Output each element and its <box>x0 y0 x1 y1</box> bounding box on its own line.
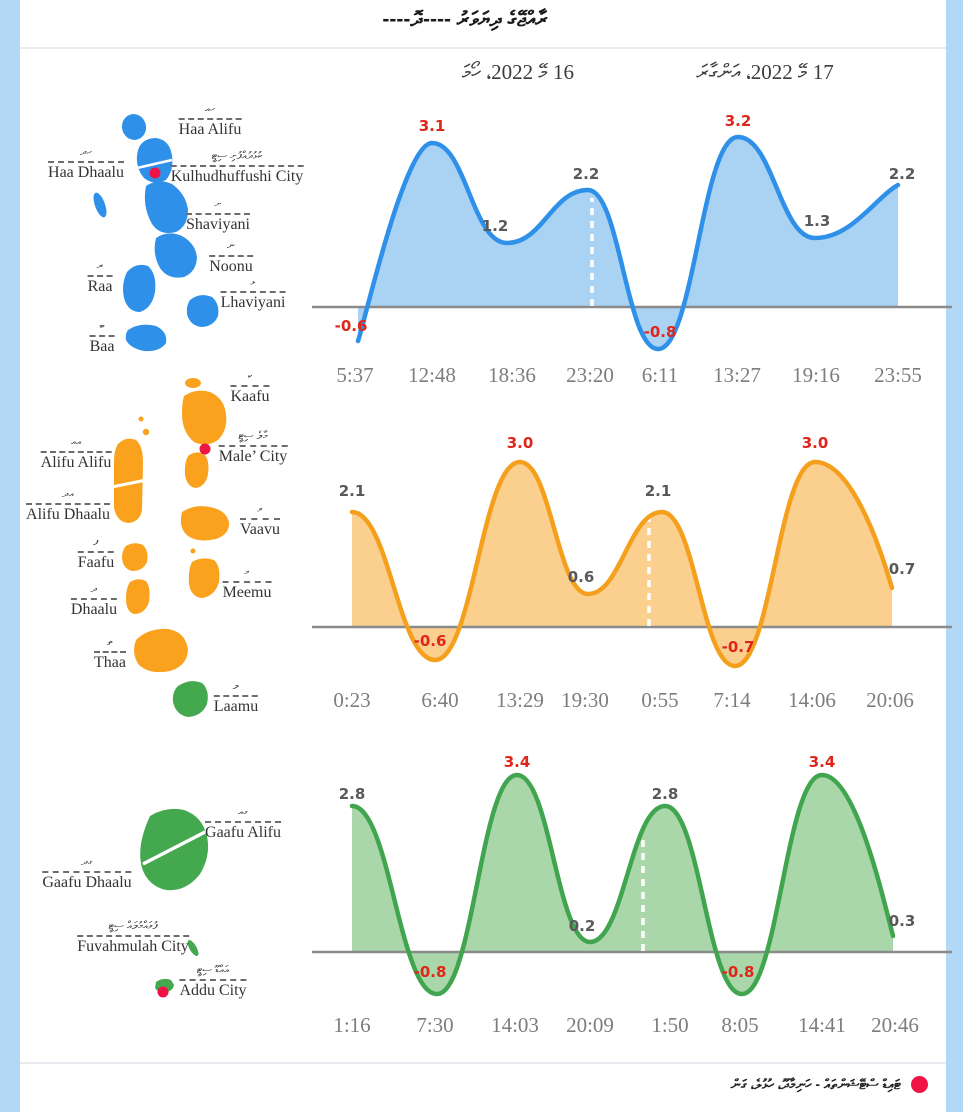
tide-value: 3.2 <box>724 112 752 130</box>
tide-value: 2.1 <box>644 482 672 500</box>
label-gaafu-alifu: ގއ Gaafu Alifu <box>205 806 281 841</box>
date-header-day2: 17 މޭ 2022، އަންގާރަ <box>696 60 834 84</box>
map-north <box>93 114 219 352</box>
tide-time: 20:06 <box>866 688 914 712</box>
tide-value: -0.8 <box>413 963 447 981</box>
right-frame-strip <box>946 0 963 1112</box>
tide-value: 2.8 <box>338 785 366 803</box>
tide-value: 3.0 <box>801 434 829 452</box>
tide-time: 23:20 <box>566 363 614 387</box>
tide-chart-central: 2.1 -0.6 3.0 0.6 2.1 -0.7 3.0 0.7 0:23 6… <box>310 420 958 720</box>
tide-time: 18:36 <box>488 363 536 387</box>
label-shaviyani: ށ Shaviyani <box>186 198 250 233</box>
tide-time: 19:30 <box>561 688 609 712</box>
tide-curve-north <box>312 134 952 352</box>
tide-value: 0.3 <box>888 912 916 930</box>
label-faafu: ފ Faafu <box>77 536 115 571</box>
station-dot-addu <box>157 986 169 998</box>
tide-value: -0.6 <box>413 632 447 650</box>
tide-station-dots <box>149 167 211 998</box>
station-dot-kulhudhuffushi <box>149 167 161 179</box>
atoll-maps <box>93 114 230 998</box>
tide-value: 0.6 <box>567 568 595 586</box>
date-header-day1: 16 މޭ 2022، ހޯމަ <box>461 60 575 84</box>
label-dhaalu: ދ Dhaalu <box>70 583 118 618</box>
tide-time: 13:29 <box>496 688 544 712</box>
tide-curve-south <box>312 772 952 997</box>
tide-value: 0.2 <box>568 917 596 935</box>
label-haa-alifu: ހއ Haa Alifu <box>178 103 242 138</box>
tide-value: 0.7 <box>888 560 916 578</box>
label-gaafu-dhaalu: ގދ Gaafu Dhaalu <box>42 856 132 891</box>
label-vaavu: ވ Vaavu <box>240 503 280 538</box>
tide-time: 20:46 <box>871 1013 919 1037</box>
label-fuvahmulah-city: ފުވައްމުލައް ސިޓީ Fuvahmulah City <box>77 920 189 955</box>
tide-chart-north: -0.6 3.1 1.2 2.2 -0.8 3.2 1.3 2.2 5:37 1… <box>310 95 958 395</box>
label-kaafu: ކ Kaafu <box>230 370 270 405</box>
tide-time: 0:23 <box>333 688 371 712</box>
left-frame-strip <box>0 0 20 1112</box>
label-noonu: ނ Noonu <box>209 240 253 275</box>
label-thaa: ތ Thaa <box>94 636 126 671</box>
page-title: ރާއްޖޭގެ ދިޔަވަރު ----ދޮ---- <box>382 8 548 31</box>
tide-value: -0.7 <box>721 638 755 656</box>
label-lhaviyani: ޅ Lhaviyani <box>220 276 286 311</box>
tide-value: 2.2 <box>888 165 916 183</box>
tide-value: 3.1 <box>418 117 446 135</box>
tide-time: 6:40 <box>421 688 459 712</box>
tide-value: 2.1 <box>338 482 366 500</box>
tide-chart-south: 2.8 -0.8 3.4 0.2 2.8 -0.8 3.4 0.3 1:16 7… <box>310 745 958 1045</box>
tide-value: 3.4 <box>808 753 836 771</box>
tide-time: 19:16 <box>792 363 840 387</box>
station-dot-male <box>199 443 211 455</box>
tide-time: 14:41 <box>798 1013 846 1037</box>
footer-divider <box>20 1062 946 1064</box>
map-central <box>111 378 230 673</box>
label-alifu-alifu: އއ Alifu Alifu <box>40 436 112 471</box>
tide-value: -0.8 <box>721 963 755 981</box>
header-divider <box>20 47 946 49</box>
tide-time: 1:50 <box>651 1013 689 1037</box>
tide-value: 1.3 <box>803 212 831 230</box>
tide-time: 5:37 <box>336 363 374 387</box>
legend: ޓައިޑް ސްޓޭޝަންތައް - ހަނިމާދޫ، ހުޅުލެ، … <box>731 1076 928 1093</box>
label-laamu: ލ Laamu <box>213 680 259 715</box>
tide-time: 7:14 <box>713 688 751 712</box>
label-haa-dhaalu: ހދ Haa Dhaalu <box>48 146 124 181</box>
label-male-city: މާލެ ސިޓީ Male’ City <box>218 430 288 465</box>
label-kulhudhuffushi-city: ކުޅުދުއްފުށި ސިޓީ Kulhudhuffushi City <box>170 150 304 185</box>
tide-time: 14:06 <box>788 688 836 712</box>
tide-time: 6:11 <box>641 363 679 387</box>
tide-time: 12:48 <box>408 363 456 387</box>
tide-value: 1.2 <box>481 217 509 235</box>
tide-time: 13:27 <box>713 363 761 387</box>
tide-time: 23:55 <box>874 363 922 387</box>
tide-time: 7:30 <box>416 1013 454 1037</box>
tide-value: 3.4 <box>503 753 531 771</box>
tide-value: -0.6 <box>334 317 368 335</box>
label-baa: ބ Baa <box>89 320 115 355</box>
tide-curve-central <box>312 459 952 669</box>
label-raa: ރ Raa <box>87 260 113 295</box>
legend-text: ޓައިޑް ސްޓޭޝަންތައް - ހަނިމާދޫ، ހުޅުލެ، … <box>730 1076 901 1092</box>
tide-time: 8:05 <box>721 1013 759 1037</box>
tide-time: 20:09 <box>566 1013 614 1037</box>
tide-value: 3.0 <box>506 434 534 452</box>
tide-value: 2.8 <box>651 785 679 803</box>
label-meemu: މ Meemu <box>222 566 272 601</box>
map-laamu <box>172 681 208 717</box>
label-addu-city: އައްޑޫ ސިޓީ Addu City <box>179 964 247 999</box>
tide-time: 14:03 <box>491 1013 539 1037</box>
tide-value: 2.2 <box>572 165 600 183</box>
tide-value: -0.8 <box>643 323 677 341</box>
legend-station-dot-icon <box>911 1076 928 1093</box>
tide-time: 1:16 <box>333 1013 371 1037</box>
map-south <box>140 808 209 993</box>
label-alifu-dhaalu: އދ Alifu Dhaalu <box>26 488 110 523</box>
tide-time: 0:55 <box>641 688 679 712</box>
